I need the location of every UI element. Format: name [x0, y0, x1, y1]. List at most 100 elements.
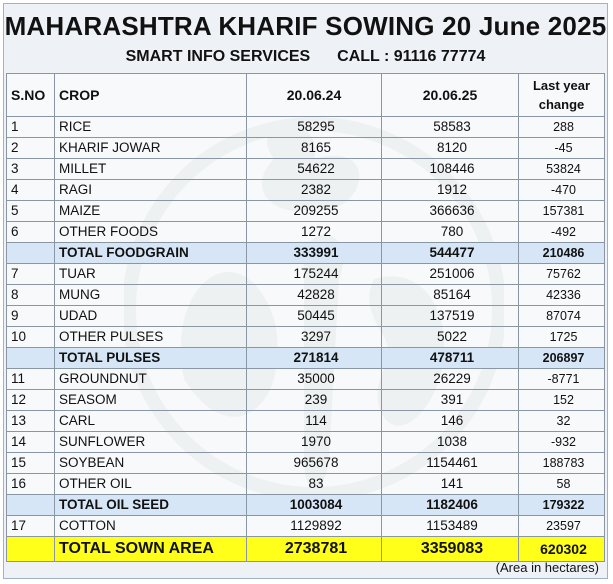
cell-value-2025: 146 [381, 410, 519, 432]
cell-sno: 16 [6, 473, 55, 495]
cell-crop: COTTON [54, 515, 247, 537]
report-title: MAHARASHTRA KHARIF SOWING 20 June 2025 [4, 11, 607, 41]
cell-value-2024: 239 [246, 389, 382, 411]
cell-change: -8771 [518, 368, 605, 390]
cell-sno: 3 [6, 158, 55, 180]
cell-crop: TOTAL SOWN AREA [54, 536, 247, 562]
cell-change: 206897 [518, 347, 605, 369]
cell-change: 210486 [518, 242, 605, 264]
cell-change: 188783 [518, 452, 605, 474]
cell-crop: OTHER FOODS [54, 221, 247, 243]
cell-value-2024: 8165 [246, 137, 382, 159]
cell-crop: TOTAL FOODGRAIN [54, 242, 247, 264]
cell-sno: 12 [6, 389, 55, 411]
cell-value-2024: 209255 [246, 200, 382, 222]
cell-change: 1725 [518, 326, 605, 348]
header-date-2025: 20.06.25 [381, 73, 519, 117]
table-row: 14 SUNFLOWER 1970 1038 -932 [6, 431, 605, 453]
report-header: MAHARASHTRA KHARIF SOWING 20 June 2025 S… [4, 4, 607, 74]
report-frame: MAHARASHTRA KHARIF SOWING 20 June 2025 S… [3, 3, 608, 579]
cell-value-2025: 108446 [381, 158, 519, 180]
cell-value-2025: 26229 [381, 368, 519, 390]
cell-value-2024: 42828 [246, 284, 382, 306]
table-row: 16 OTHER OIL 83 141 58 [6, 473, 605, 495]
table-row: 12 SEASOM 239 391 152 [6, 389, 605, 411]
cell-change: 42336 [518, 284, 605, 306]
cell-change: 87074 [518, 305, 605, 327]
header-change-line1: Last year [532, 78, 591, 93]
cell-sno: 1 [6, 116, 55, 138]
cell-value-2025: 1182406 [381, 494, 519, 516]
cell-change: 58 [518, 473, 605, 495]
cell-value-2025: 251006 [381, 263, 519, 285]
cell-value-2024: 1003084 [246, 494, 382, 516]
table-row: 15 SOYBEAN 965678 1154461 188783 [6, 452, 605, 474]
cell-sno: 9 [6, 305, 55, 327]
cell-value-2025: 1038 [381, 431, 519, 453]
cell-crop: MILLET [54, 158, 247, 180]
cell-value-2024: 333991 [246, 242, 382, 264]
cell-value-2024: 3297 [246, 326, 382, 348]
cell-value-2025: 1154461 [381, 452, 519, 474]
cell-sno [6, 347, 55, 369]
header-change-line2: change [538, 97, 585, 112]
cell-change: 288 [518, 116, 605, 138]
table-row: 7 TUAR 175244 251006 75762 [6, 263, 605, 285]
cell-crop: GROUNDNUT [54, 368, 247, 390]
cell-value-2024: 965678 [246, 452, 382, 474]
cell-value-2024: 50445 [246, 305, 382, 327]
subtotal-row: TOTAL OIL SEED 1003084 1182406 179322 [6, 494, 605, 516]
cell-change: -932 [518, 431, 605, 453]
cell-value-2025: 137519 [381, 305, 519, 327]
cell-change: 53824 [518, 158, 605, 180]
cell-value-2024: 1970 [246, 431, 382, 453]
cell-crop: UDAD [54, 305, 247, 327]
cell-sno: 15 [6, 452, 55, 474]
table-body: 1 RICE 58295 58583 288 2 KHARIF JOWAR 8165 8120-… [6, 116, 605, 562]
table-row: 8 MUNG 42828 85164 42336 [6, 284, 605, 306]
table-row: 2 KHARIF JOWAR 8165 8120 -45 [6, 137, 605, 159]
cell-sno: 6 [6, 221, 55, 243]
header-change: Last year change [518, 73, 605, 117]
cell-crop: MUNG [54, 284, 247, 306]
cell-crop: OTHER OIL [54, 473, 247, 495]
cell-sno: 2 [6, 137, 55, 159]
table-row: 17 COTTON 1129892 1153489 23597 [6, 515, 605, 537]
cell-value-2025: 3359083 [381, 536, 519, 562]
cell-crop: TOTAL OIL SEED [54, 494, 247, 516]
cell-change: 32 [518, 410, 605, 432]
cell-crop: OTHER PULSES [54, 326, 247, 348]
sowing-table: S.NO CROP 20.06.24 20.06.25 Last year ch… [6, 73, 605, 562]
table-row: 11 GROUNDNUT 35000 26229 -8771 [6, 368, 605, 390]
cell-sno [6, 536, 55, 562]
table-row: 1 RICE 58295 58583 288 [6, 116, 605, 138]
cell-value-2025: 1912 [381, 179, 519, 201]
cell-value-2025: 141 [381, 473, 519, 495]
table-row: 3 MILLET 54622 108446 53824 [6, 158, 605, 180]
cell-sno: 10 [6, 326, 55, 348]
cell-value-2025: 478711 [381, 347, 519, 369]
cell-value-2025: 544477 [381, 242, 519, 264]
cell-sno: 11 [6, 368, 55, 390]
table-row: 6 OTHER FOODS 1272 780 -492 [6, 221, 605, 243]
cell-change: 179322 [518, 494, 605, 516]
cell-change: -45 [518, 137, 605, 159]
cell-change: 152 [518, 389, 605, 411]
cell-change: -470 [518, 179, 605, 201]
cell-crop: TOTAL PULSES [54, 347, 247, 369]
report-subtitle: SMART INFO SERVICES CALL : 91116 77774 [4, 48, 607, 66]
cell-value-2025: 8120 [381, 137, 519, 159]
table-row: 10 OTHER PULSES 3297 5022 1725 [6, 326, 605, 348]
cell-value-2024: 2382 [246, 179, 382, 201]
cell-change: 75762 [518, 263, 605, 285]
cell-value-2024: 271814 [246, 347, 382, 369]
cell-value-2025: 58583 [381, 116, 519, 138]
contact-phone: CALL : 91116 77774 [337, 48, 486, 65]
company-name: SMART INFO SERVICES [125, 48, 311, 65]
table-header-row: S.NO CROP 20.06.24 20.06.25 Last year ch… [6, 73, 605, 117]
cell-value-2025: 780 [381, 221, 519, 243]
cell-value-2024: 58295 [246, 116, 382, 138]
cell-sno: 5 [6, 200, 55, 222]
cell-value-2024: 83 [246, 473, 382, 495]
cell-value-2024: 2738781 [246, 536, 382, 562]
